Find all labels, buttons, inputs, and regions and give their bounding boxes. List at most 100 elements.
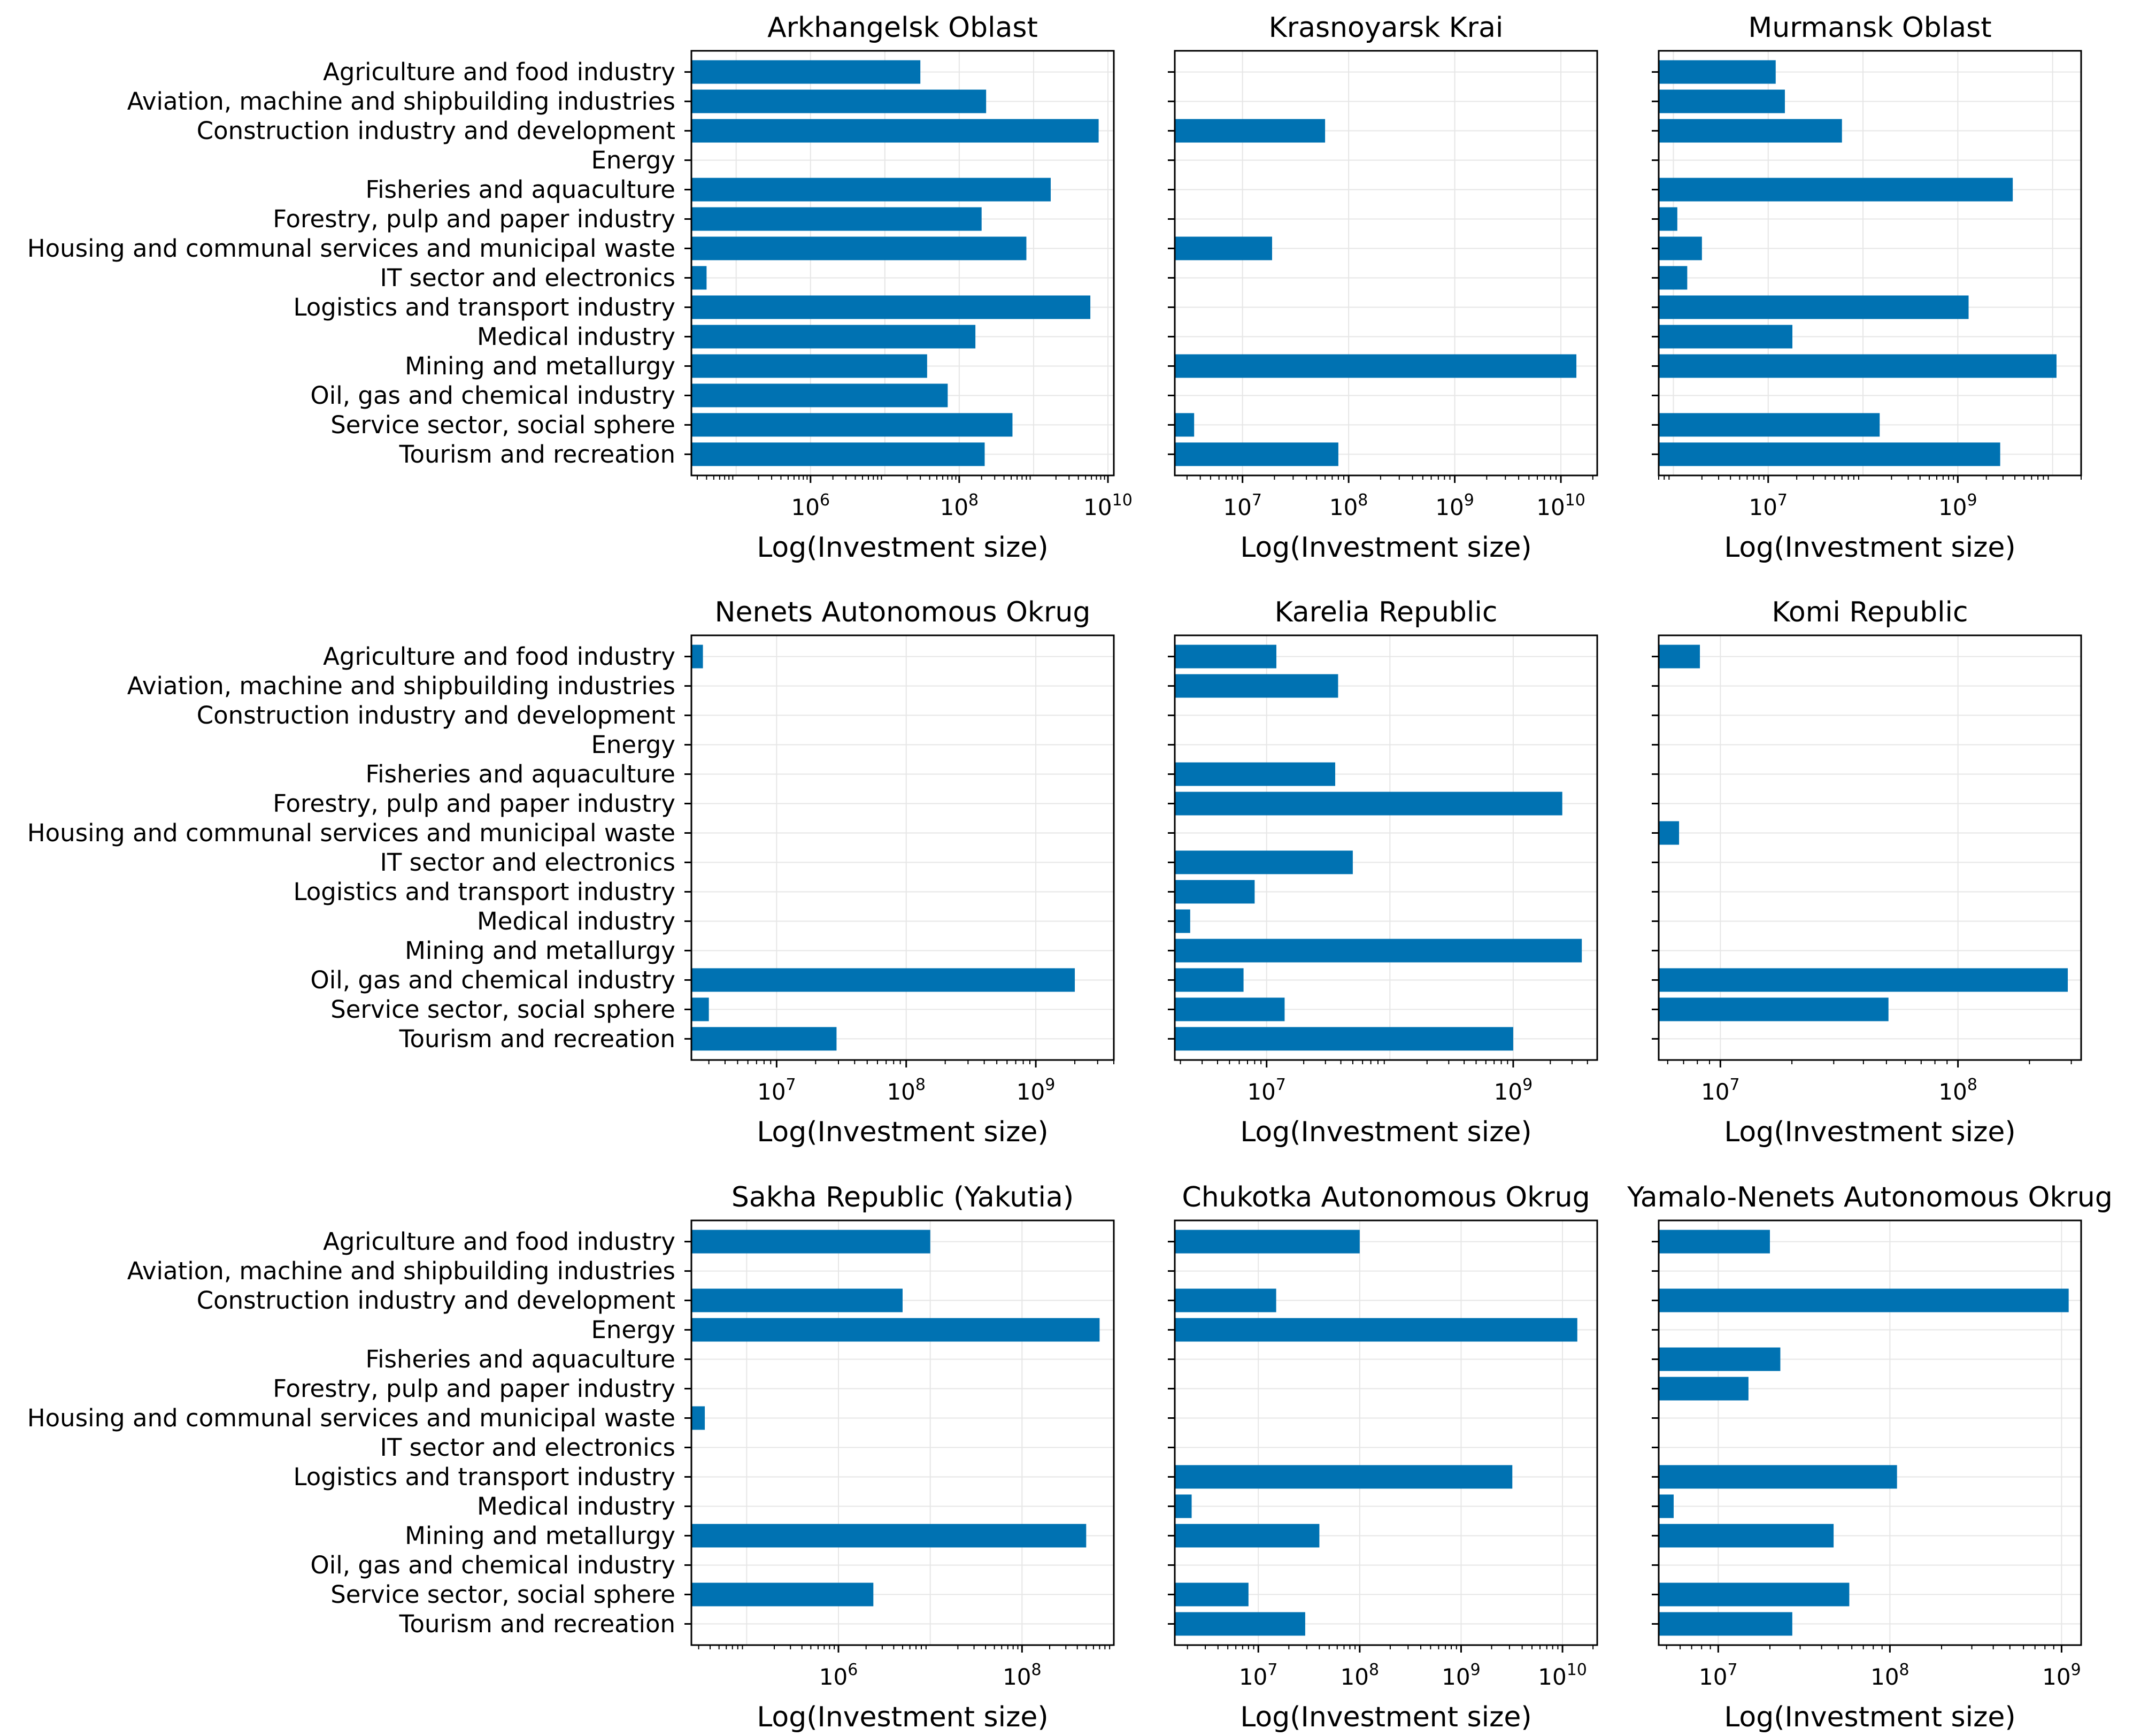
bar-7 xyxy=(1659,236,1702,260)
y-tick-label: Mining and metallurgy xyxy=(405,936,675,965)
plot-frame xyxy=(1658,634,2082,1061)
bar-4 xyxy=(1175,1318,1577,1342)
bar-2 xyxy=(1175,674,1338,698)
subplot-9: 107 108 109 Log(Investment size) Yamalo-Nene… xyxy=(1627,1181,2113,1733)
x-axis-label: Log(Investment size) xyxy=(1724,1116,2015,1148)
bar-11 xyxy=(691,354,927,378)
bar-1 xyxy=(1659,1230,1770,1254)
x-tick-label: 108 xyxy=(1003,1661,1042,1690)
y-tick-label: Oil, gas and chemical industry xyxy=(310,1551,675,1579)
subplot-title: Karelia Republic xyxy=(1275,596,1498,628)
y-tick-label: Construction industry and development xyxy=(197,117,675,145)
subplot-title: Yamalo-Nenets Autonomous Okrug xyxy=(1627,1181,2113,1213)
subplot-5: 107 109 Log(Investment size) Karelia Republ… xyxy=(1168,596,1598,1148)
y-tick-label: Aviation, machine and shipbuilding indus… xyxy=(127,1257,675,1285)
y-tick-label: Energy xyxy=(591,146,675,174)
bar-11 xyxy=(1175,939,1582,963)
bar-1 xyxy=(691,1230,930,1254)
subplot-title: Sakha Republic (Yakutia) xyxy=(731,1181,1074,1213)
bar-6 xyxy=(691,207,982,231)
y-tick-label: Fisheries and aquaculture xyxy=(365,1345,675,1373)
bar-10 xyxy=(1659,325,1793,349)
bar-9 xyxy=(1659,295,1969,319)
y-tick-label: Oil, gas and chemical industry xyxy=(310,966,675,994)
bar-5 xyxy=(691,178,1051,202)
bar-1 xyxy=(1659,60,1776,84)
bar-8 xyxy=(1175,850,1353,874)
x-tick-label: 109 xyxy=(2042,1661,2081,1690)
x-tick-label: 109 xyxy=(1494,1076,1533,1105)
bar-13 xyxy=(691,1583,874,1607)
x-tick-label: 109 xyxy=(1442,1661,1481,1690)
bar-14 xyxy=(691,442,985,466)
bar-11 xyxy=(1659,354,2057,378)
bar-12 xyxy=(1659,968,2068,992)
y-tick-label: Service sector, social sphere xyxy=(330,1580,675,1609)
plot-frame xyxy=(690,1219,1115,1646)
bar-2 xyxy=(1659,89,1785,113)
bar-5 xyxy=(1175,762,1336,786)
x-tick-label: 108 xyxy=(1870,1661,1909,1690)
bar-14 xyxy=(1659,442,2000,466)
bar-12 xyxy=(691,383,948,408)
bar-4 xyxy=(691,1318,1100,1342)
subplot-3: 107 109 Log(Investment size) Murmansk Oblas… xyxy=(1652,12,2082,564)
x-tick-label: 107 xyxy=(1699,1661,1738,1690)
x-tick-label: 1010 xyxy=(1536,491,1585,520)
bar-14 xyxy=(1175,1027,1513,1051)
x-tick-label: 106 xyxy=(791,491,830,520)
y-tick-label: Fisheries and aquaculture xyxy=(365,760,675,788)
y-tick-label: Service sector, social sphere xyxy=(330,995,675,1024)
bar-3 xyxy=(1659,1288,2069,1312)
y-tick-label: Oil, gas and chemical industry xyxy=(310,381,675,410)
bar-3 xyxy=(1659,119,1842,143)
bar-3 xyxy=(691,1288,903,1312)
y-tick-label: Fisheries and aquaculture xyxy=(365,175,675,204)
y-tick-label: Tourism and recreation xyxy=(399,440,675,468)
y-tick-label: Mining and metallurgy xyxy=(405,352,675,380)
y-tick-label: Tourism and recreation xyxy=(399,1025,675,1053)
x-axis-label: Log(Investment size) xyxy=(757,1116,1048,1148)
bar-9 xyxy=(691,295,1091,319)
bar-7 xyxy=(1175,236,1272,260)
x-axis-label: Log(Investment size) xyxy=(1240,1701,1531,1733)
x-tick-label: 107 xyxy=(1223,491,1262,520)
y-tick-label: Forestry, pulp and paper industry xyxy=(273,1374,675,1403)
bar-1 xyxy=(1659,644,1700,669)
y-tick-label: Aviation, machine and shipbuilding indus… xyxy=(127,87,675,116)
bar-13 xyxy=(1659,997,1889,1021)
x-tick-label: 108 xyxy=(1329,491,1368,520)
y-tick-label: Logistics and transport industry xyxy=(294,1463,676,1491)
bar-11 xyxy=(1175,1524,1320,1548)
bar-13 xyxy=(1659,413,1880,437)
x-tick-label: 108 xyxy=(1938,1076,1977,1105)
y-tick-label: Housing and communal services and munici… xyxy=(27,1404,675,1432)
subplot-title: Murmansk Oblast xyxy=(1748,12,1991,44)
bar-6 xyxy=(1175,792,1562,816)
bar-13 xyxy=(691,413,1013,437)
x-tick-label: 109 xyxy=(1017,1076,1056,1105)
bar-9 xyxy=(1659,1465,1897,1489)
bar-1 xyxy=(691,60,921,84)
x-tick-label: 107 xyxy=(1247,1076,1286,1105)
bar-10 xyxy=(1175,909,1190,933)
bar-8 xyxy=(1659,266,1688,290)
bar-11 xyxy=(1659,1524,1834,1548)
bar-14 xyxy=(1175,1612,1305,1636)
y-tick-label: Agriculture and food industry xyxy=(323,58,675,86)
y-tick-label: Construction industry and development xyxy=(197,1286,675,1315)
bar-13 xyxy=(1175,413,1195,437)
bar-13 xyxy=(1175,1583,1249,1607)
x-axis-label: Log(Investment size) xyxy=(1724,532,2015,564)
y-tick-label: Housing and communal services and munici… xyxy=(27,234,675,263)
y-tick-label: Agriculture and food industry xyxy=(323,642,675,671)
y-tick-label: IT sector and electronics xyxy=(380,264,675,292)
y-tick-label: Agriculture and food industry xyxy=(323,1227,675,1256)
bar-13 xyxy=(1659,1583,1850,1607)
subplot-title: Chukotka Autonomous Okrug xyxy=(1182,1181,1590,1213)
bar-7 xyxy=(691,1406,705,1430)
